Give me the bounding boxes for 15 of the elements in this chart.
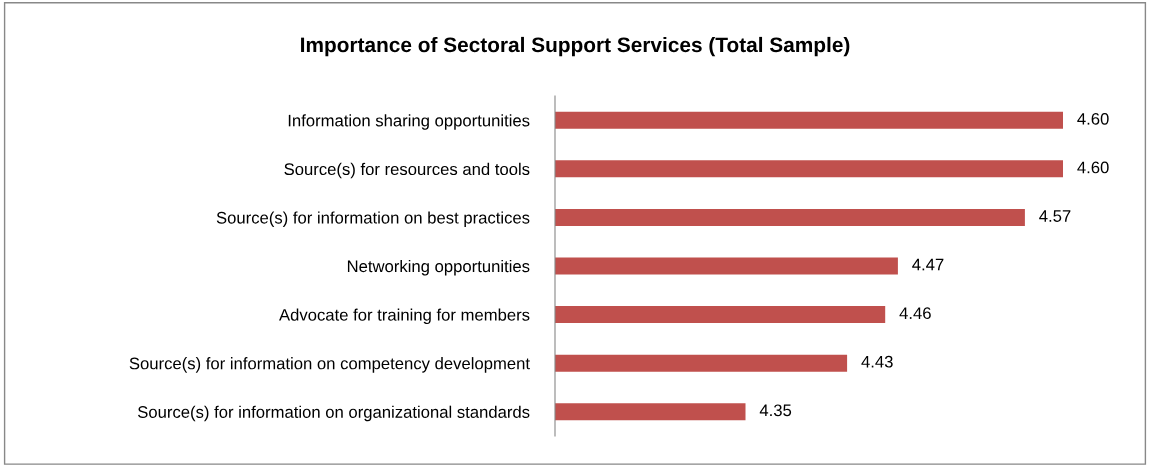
y-tick-label: Networking opportunities: [347, 259, 530, 276]
y-tick-label: Source(s) for resources and tools: [284, 162, 530, 179]
data-label: 4.60: [1077, 161, 1109, 174]
data-label: 4.46: [899, 307, 931, 320]
data-label: 4.60: [1077, 112, 1109, 125]
y-tick-label: Information sharing opportunities: [288, 114, 530, 130]
y-tick-label: Source(s) for information on best practices: [216, 211, 530, 227]
data-label: 4.43: [861, 355, 893, 368]
data-label: 4.47: [912, 258, 944, 271]
y-tick-label: Source(s) for information on organizational standards: [137, 405, 530, 422]
chart-title: Importance of Sectoral Support Services (Total Sample): [301, 36, 850, 57]
data-label: 4.57: [1039, 210, 1071, 222]
data-label: 4.35: [759, 404, 792, 417]
y-tick-label: Source(s) for information on competency development: [129, 357, 530, 373]
y-tick-label: Advocate for training for members: [279, 308, 530, 325]
